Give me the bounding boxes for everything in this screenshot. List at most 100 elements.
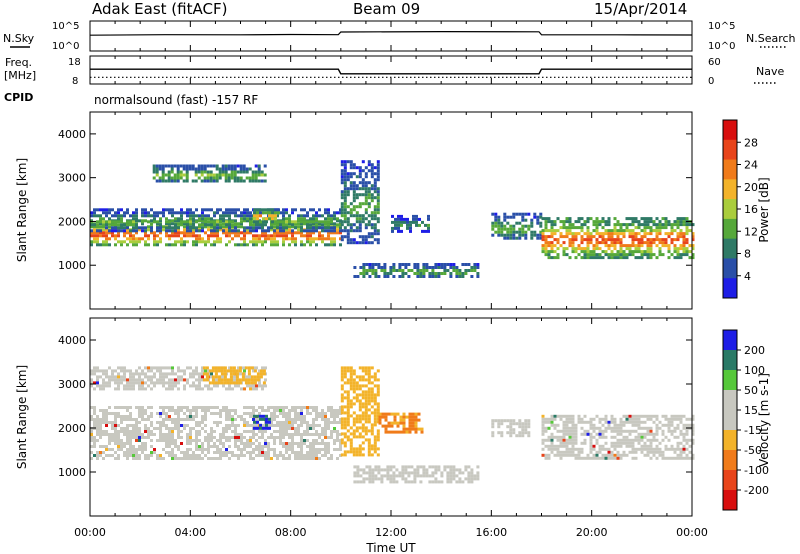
- heatmap-cell: [355, 193, 359, 197]
- heatmap-cell: [544, 238, 548, 242]
- heatmap-cell: [403, 217, 406, 221]
- heatmap-cell: [365, 465, 369, 469]
- heatmap-cell: [688, 456, 692, 460]
- heatmap-cell: [246, 243, 249, 247]
- heatmap-cell: [204, 409, 207, 412]
- heatmap-cell: [168, 436, 171, 439]
- heatmap-cell: [111, 454, 114, 457]
- heatmap-cell: [655, 232, 659, 236]
- heatmap-cell: [306, 445, 309, 448]
- heatmap-cell: [198, 433, 201, 436]
- heatmap-cell: [649, 432, 653, 436]
- heatmap-cell: [167, 176, 171, 180]
- heatmap-cell: [315, 439, 318, 442]
- heatmap-cell: [243, 448, 246, 451]
- heatmap-cell: [610, 417, 614, 421]
- heatmap-cell: [364, 390, 368, 394]
- heatmap-cell: [339, 439, 342, 442]
- heatmap-cell: [340, 384, 344, 388]
- heatmap-cell: [604, 435, 608, 439]
- heatmap-cell: [153, 451, 156, 454]
- heatmap-cell: [198, 234, 201, 238]
- heatmap-cell: [521, 224, 525, 228]
- heatmap-cell: [279, 421, 282, 424]
- heatmap-cell: [340, 417, 344, 421]
- heatmap-cell: [99, 208, 102, 212]
- heatmap-cell: [655, 438, 659, 442]
- heatmap-cell: [637, 441, 641, 445]
- heatmap-cell: [164, 179, 168, 183]
- heatmap-cell: [407, 465, 411, 469]
- heatmap-cell: [132, 372, 135, 376]
- heatmap-cell: [634, 244, 638, 248]
- heatmap-cell: [144, 381, 147, 385]
- heatmap-cell: [376, 166, 380, 170]
- heatmap-cell: [273, 415, 276, 418]
- heatmap-cell: [391, 229, 394, 233]
- heatmap-cell: [159, 231, 162, 235]
- heatmap-cell: [233, 167, 237, 171]
- heatmap-cell: [415, 217, 418, 221]
- heatmap-cell: [244, 381, 248, 385]
- heatmap-cell: [254, 173, 258, 177]
- heatmap-cell: [217, 375, 221, 379]
- heatmap-cell: [219, 220, 222, 224]
- heatmap-cell: [343, 396, 347, 400]
- heatmap-cell: [404, 477, 408, 481]
- heatmap-cell: [661, 456, 665, 460]
- heatmap-cell: [455, 468, 459, 472]
- heatmap-cell: [185, 164, 189, 168]
- heatmap-cell: [279, 220, 282, 224]
- heatmap-cell: [177, 240, 180, 244]
- heatmap-cell: [171, 231, 174, 235]
- heatmap-cell: [368, 266, 372, 269]
- heatmap-cell: [180, 231, 183, 235]
- heatmap-cell: [240, 433, 243, 436]
- heatmap-cell: [225, 424, 228, 427]
- heatmap-cell: [553, 220, 557, 224]
- heatmap-cell: [132, 427, 135, 430]
- heatmap-cell: [108, 454, 111, 457]
- heatmap-cell: [321, 220, 324, 224]
- heatmap-cell: [291, 421, 294, 424]
- heatmap-cell: [168, 415, 171, 418]
- heatmap-cell: [129, 445, 132, 448]
- heatmap-cell: [589, 235, 593, 239]
- heatmap-cell: [402, 430, 406, 434]
- heatmap-cell: [592, 223, 596, 227]
- heatmap-cell: [150, 231, 153, 235]
- heatmap-cell: [368, 474, 372, 478]
- heatmap-cell: [108, 406, 111, 409]
- heatmap-cell: [352, 387, 356, 391]
- heatmap-cell: [219, 457, 222, 460]
- heatmap-cell: [224, 173, 228, 177]
- heatmap-cell: [340, 214, 344, 218]
- heatmap-cell: [255, 454, 258, 457]
- heatmap-cell: [90, 418, 93, 421]
- heatmap-cell: [171, 214, 174, 218]
- heatmap-cell: [607, 217, 611, 221]
- heatmap-cell: [274, 217, 277, 221]
- heatmap-cell: [111, 433, 114, 436]
- heatmap-cell: [144, 418, 147, 421]
- heatmap-cell: [361, 369, 365, 373]
- heatmap-cell: [601, 226, 605, 230]
- heatmap-cell: [628, 250, 632, 254]
- heatmap-cell: [352, 396, 356, 400]
- heatmap-cell: [249, 445, 252, 448]
- heatmap-cell: [661, 253, 665, 257]
- heatmap-cell: [231, 220, 234, 224]
- heatmap-cell: [96, 454, 99, 457]
- heatmap-cell: [111, 421, 114, 424]
- heatmap-cell: [625, 253, 629, 257]
- heatmap-cell: [368, 471, 372, 475]
- heatmap-cell: [658, 226, 662, 230]
- heatmap-cell: [562, 226, 566, 230]
- heatmap-cell: [108, 381, 111, 385]
- heatmap-cell: [437, 275, 441, 278]
- heatmap-cell: [183, 369, 186, 373]
- heatmap-cell: [117, 240, 120, 244]
- heatmap-cell: [367, 190, 371, 194]
- heatmap-cell: [270, 234, 273, 238]
- heatmap-cell: [586, 247, 590, 251]
